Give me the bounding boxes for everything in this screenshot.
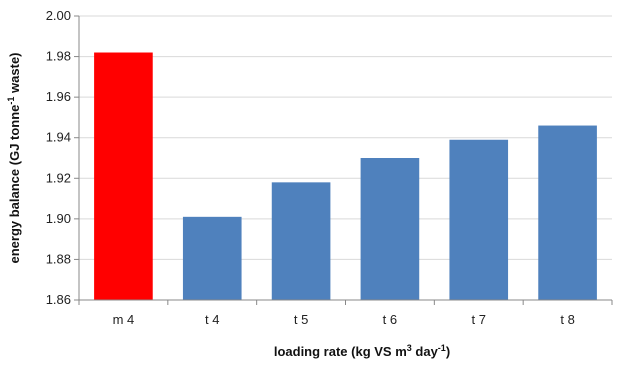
bar (271, 182, 331, 300)
y-axis-title: energy balance (GJ tonne-1 waste) (6, 52, 22, 263)
y-tick-label: 1.92 (46, 170, 71, 185)
y-tick-label: 2.00 (46, 8, 71, 23)
x-tick-label: m 4 (113, 312, 135, 327)
y-tick-label: 1.96 (46, 89, 71, 104)
gridlines (79, 15, 612, 301)
x-tick-label: t 7 (472, 312, 486, 327)
x-axis-title: loading rate (kg VS m3 day-1) (274, 343, 450, 359)
y-tick-labels: 1.86 1.88 1.90 1.92 1.94 1.96 1.98 2.00 (46, 8, 71, 307)
x-tick-labels: m 4 t 4 t 5 t 6 t 7 t 8 (113, 312, 575, 327)
y-tick-label: 1.88 (46, 251, 71, 266)
x-tick-label: t 4 (205, 312, 219, 327)
bar (182, 216, 242, 300)
y-tick-label: 1.90 (46, 211, 71, 226)
x-tick-label: t 8 (560, 312, 574, 327)
bar (94, 52, 153, 301)
y-tick-label: 1.94 (46, 130, 71, 145)
y-tick-label: 1.86 (46, 292, 71, 307)
y-tick-label: 1.98 (46, 49, 71, 64)
bar (538, 125, 597, 301)
x-tick-label: t 6 (383, 312, 397, 327)
bar (449, 139, 509, 300)
bars (94, 52, 597, 301)
x-tick-label: t 5 (294, 312, 308, 327)
axes (74, 15, 613, 305)
bar (360, 158, 420, 300)
